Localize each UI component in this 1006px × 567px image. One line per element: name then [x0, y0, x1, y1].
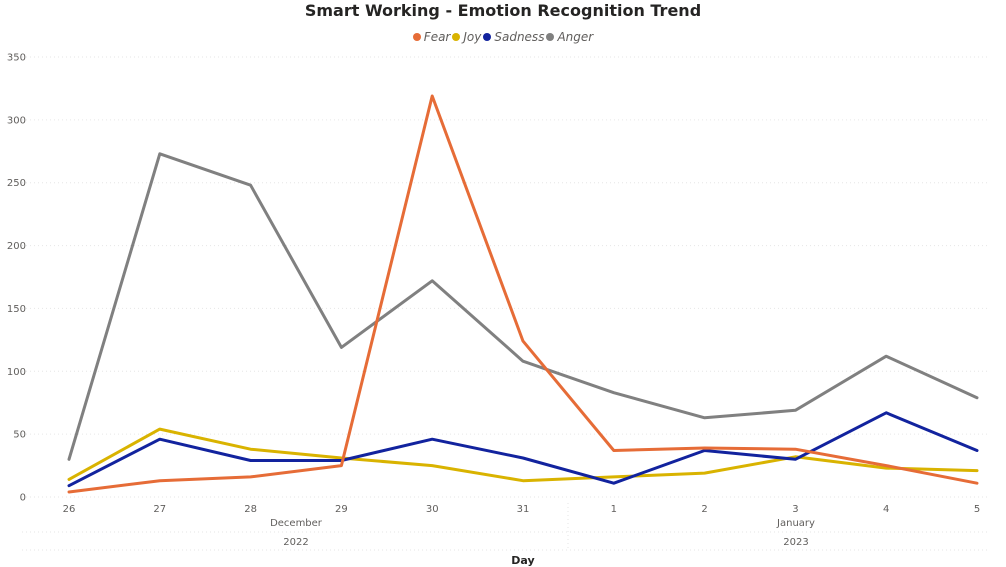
series-line-sadness [67, 411, 979, 488]
x-tick-label: 1 [611, 504, 617, 515]
x-tick-label: 2 [701, 504, 707, 515]
x-tick-label: 26 [63, 504, 76, 515]
y-tick-label: 100 [7, 367, 26, 378]
year-label: 2023 [783, 537, 808, 548]
chart-legend: Fear Joy Sadness Anger [0, 29, 1006, 45]
series-line-joy [67, 427, 979, 483]
legend-label-anger: Anger [557, 30, 594, 44]
x-tick-label: 4 [883, 504, 889, 515]
x-tick-label: 30 [426, 504, 439, 515]
legend-marker-sadness [483, 33, 492, 41]
x-tick-label: 29 [335, 504, 348, 515]
legend-item-sadness[interactable]: Sadness [483, 29, 544, 45]
series-line-fear [67, 94, 979, 494]
y-tick-label: 200 [7, 241, 26, 252]
y-tick-label: 300 [7, 115, 26, 126]
legend-label-joy: Joy [463, 30, 482, 44]
month-label: December [270, 518, 323, 529]
y-tick-label: 350 [7, 53, 26, 64]
x-tick-label: 5 [974, 504, 980, 515]
legend-item-joy[interactable]: Joy [452, 29, 481, 45]
y-tick-label: 50 [13, 430, 26, 441]
x-tick-label: 3 [792, 504, 798, 515]
y-tick-label: 0 [20, 493, 26, 504]
legend-marker-joy [452, 33, 461, 41]
x-axis-title: Day [511, 554, 534, 567]
y-tick-label: 250 [7, 178, 26, 189]
legend-marker-fear [412, 33, 421, 41]
legend-item-anger[interactable]: Anger [546, 29, 593, 45]
series-line-anger [67, 152, 979, 461]
legend-marker-anger [546, 33, 555, 41]
legend-label-sadness: Sadness [494, 30, 545, 44]
legend-label-fear: Fear [423, 30, 451, 44]
x-tick-label: 31 [517, 504, 530, 515]
year-label: 2022 [283, 537, 308, 548]
y-tick-label: 150 [7, 304, 26, 315]
x-tick-label: 27 [153, 504, 166, 515]
legend-item-fear[interactable]: Fear [412, 29, 451, 45]
month-label: January [776, 518, 815, 529]
x-tick-label: 28 [244, 504, 257, 515]
chart-title: Smart Working - Emotion Recognition Tren… [304, 1, 702, 20]
